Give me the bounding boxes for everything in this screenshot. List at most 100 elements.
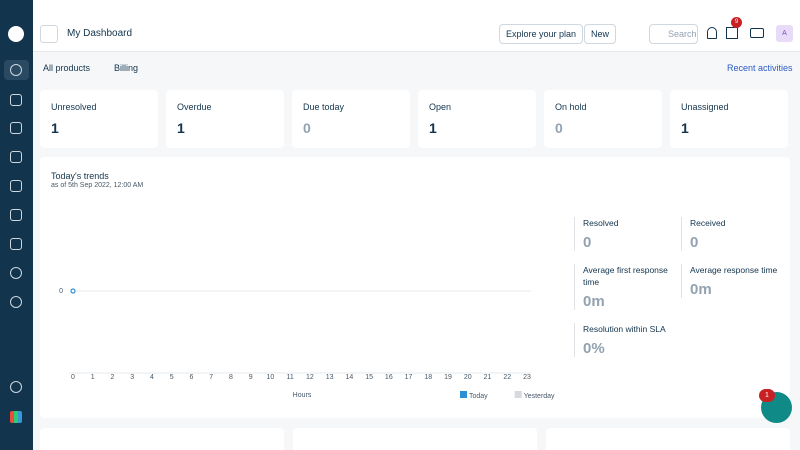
x-tick-label: 14 <box>345 374 353 381</box>
card-label: On hold <box>555 102 587 112</box>
nav-solutions[interactable] <box>10 180 22 192</box>
billing-icon[interactable] <box>750 28 764 38</box>
x-tick-label: 9 <box>249 374 253 381</box>
gift-badge: 9 <box>731 17 742 28</box>
gift[interactable] <box>726 27 738 39</box>
metric-card[interactable]: On hold 0 <box>544 90 662 148</box>
x-tick-label: 23 <box>523 374 531 381</box>
nav-explore[interactable] <box>10 267 22 279</box>
nav-forums[interactable] <box>10 209 22 221</box>
card-value: 1 <box>429 120 437 136</box>
page-title: My Dashboard <box>67 28 133 39</box>
stat-value: 0% <box>583 340 605 357</box>
nav-dashboard[interactable] <box>10 64 22 76</box>
x-tick-label: 1 <box>91 374 95 381</box>
card-label: Overdue <box>177 102 212 112</box>
x-tick-label: 12 <box>306 374 314 381</box>
x-tick-label: 13 <box>326 374 334 381</box>
trends-title: Today's trends <box>51 171 109 181</box>
nav-reports[interactable] <box>10 238 22 250</box>
stat: Received 0 <box>681 217 785 251</box>
nav-admin[interactable] <box>10 296 22 308</box>
legend-swatch <box>514 391 522 398</box>
x-tick-label: 4 <box>150 374 154 381</box>
legend-label: Yesterday <box>524 393 555 400</box>
x-tick-label: 20 <box>464 374 472 381</box>
stat: Resolution within SLA 0% <box>574 323 678 357</box>
x-axis-label: Hours <box>293 392 312 399</box>
x-tick-label: 16 <box>385 374 393 381</box>
stat-value: 0 <box>583 234 592 251</box>
card-value: 1 <box>177 120 185 136</box>
x-tick-label: 18 <box>424 374 432 381</box>
x-tick-label: 6 <box>189 374 193 381</box>
nav-tickets[interactable] <box>10 94 22 106</box>
card-value: 0 <box>555 120 563 136</box>
header: My Dashboard Explore your plan New Searc… <box>33 0 800 52</box>
stat-value: 0m <box>583 293 605 310</box>
bottom-card <box>546 428 790 450</box>
card-label: Due today <box>303 102 345 112</box>
stat: Average first response time 0m <box>574 264 678 310</box>
card-label: Unresolved <box>51 102 97 112</box>
nav-contacts[interactable] <box>10 122 22 134</box>
stat-label: Received <box>690 218 726 228</box>
metric-card[interactable]: Due today 0 <box>292 90 410 148</box>
legend-label: Today <box>469 393 488 400</box>
x-tick-label: 5 <box>170 374 174 381</box>
x-tick-label: 21 <box>484 374 492 381</box>
metric-card[interactable]: Unresolved 1 <box>40 90 158 148</box>
stat-label: Average first response time <box>583 265 668 287</box>
metric-card[interactable]: Open 1 <box>418 90 536 148</box>
logo[interactable] <box>8 26 24 42</box>
x-tick-label: 7 <box>209 374 213 381</box>
x-tick-label: 19 <box>444 374 452 381</box>
bottom-card <box>40 428 284 450</box>
x-tick-label: 15 <box>365 374 373 381</box>
x-tick-label: 8 <box>229 374 233 381</box>
x-tick-label: 11 <box>286 374 293 381</box>
stat: Average response time 0m <box>681 264 785 298</box>
stat-label: Average response time <box>690 265 778 275</box>
nav-chat[interactable] <box>10 381 22 393</box>
trends-panel: Today's trends as of 5th Sep 2022, 12:00… <box>40 157 790 418</box>
nav-groups[interactable] <box>10 151 22 163</box>
x-tick-label: 3 <box>130 374 134 381</box>
x-tick-label: 22 <box>503 374 511 381</box>
notifications[interactable] <box>707 27 717 39</box>
card-value: 0 <box>303 120 311 136</box>
stat-label: Resolution within SLA <box>583 324 666 334</box>
widget-badge: 1 <box>759 389 775 402</box>
stat-value: 0 <box>690 234 699 251</box>
stat-label: Resolved <box>583 218 619 228</box>
x-tick-label: 2 <box>111 374 115 381</box>
card-value: 1 <box>681 120 689 136</box>
bottom-card <box>293 428 537 450</box>
stat-value: 0m <box>690 281 712 298</box>
legend-swatch <box>460 391 467 398</box>
group-filter[interactable]: Billing <box>114 63 139 73</box>
metric-card[interactable]: Overdue 1 <box>166 90 284 148</box>
card-label: Unassigned <box>681 102 729 112</box>
y-tick-label: 0 <box>59 288 63 295</box>
x-tick-label: 17 <box>405 374 413 381</box>
menu-toggle[interactable] <box>40 25 58 43</box>
trends-subtitle: as of 5th Sep 2022, 12:00 AM <box>51 182 144 189</box>
avatar[interactable]: A <box>776 25 793 42</box>
point <box>70 288 76 294</box>
search-box[interactable]: Search <box>649 24 698 44</box>
sidebar <box>0 0 33 450</box>
stat: Resolved 0 <box>574 217 678 251</box>
recent-activities[interactable]: Recent activities <box>727 63 793 73</box>
apps[interactable] <box>10 411 22 423</box>
x-tick-label: 10 <box>266 374 274 381</box>
card-value: 1 <box>51 120 59 136</box>
card-label: Open <box>429 102 452 112</box>
new-button[interactable]: New <box>584 24 617 44</box>
products-filter[interactable]: All products <box>43 63 91 73</box>
x-tick-label: 0 <box>71 374 75 381</box>
metric-card[interactable]: Unassigned 1 <box>670 90 788 148</box>
explore-button[interactable]: Explore your plan <box>499 24 584 44</box>
